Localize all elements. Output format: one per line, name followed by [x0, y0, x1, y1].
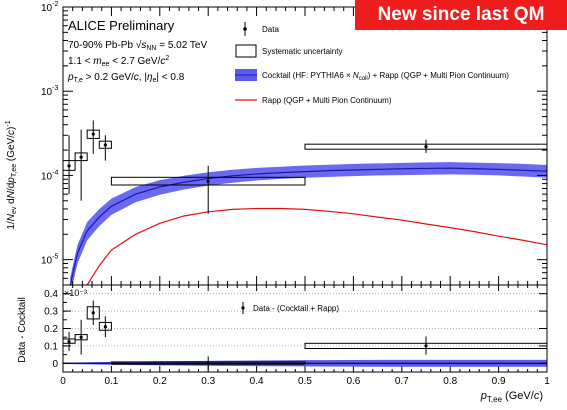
- data-point-3-marker: [103, 143, 107, 147]
- upper-panel: 10-5 10-4 10-3 10-2: [41, 1, 548, 286]
- upper-legend: Data Systematic uncertainty Cocktail (HF…: [235, 22, 509, 105]
- lower-plot-area: [63, 300, 547, 371]
- annotation-title: ALICE Preliminary: [68, 18, 175, 33]
- upper-y-tick-label-2: 10-3: [41, 85, 58, 98]
- x-tick-label-6: 0.6: [346, 376, 360, 387]
- data-point-2: [86, 120, 100, 154]
- data-point-1: [74, 129, 88, 201]
- lower-panel: 0 0.1 0.2 0.3 0.4 0 0.1 0.2 0.3 0.4 0.5 0.6 0.7 0.8 0.…: [44, 284, 550, 387]
- lower-y-tick-label-2: 0.2: [44, 324, 58, 335]
- upper-y-tick-label-0: 10-5: [41, 254, 58, 267]
- data-point-0: [63, 135, 76, 195]
- x-tick-label-7: 0.7: [395, 376, 409, 387]
- data-point-5-marker: [424, 144, 428, 149]
- upper-y-tick-label-1: 10-4: [41, 169, 58, 182]
- diff-point-4-marker: [206, 361, 210, 365]
- data-point-5: [304, 139, 547, 153]
- data-point-1-marker: [79, 155, 83, 159]
- annotation-pt-cut: pT,e > 0.2 GeV/c, |ηe| < 0.8: [67, 72, 185, 84]
- lower-y-tick-label-0: 0: [52, 359, 58, 370]
- data-point-2-marker: [91, 132, 95, 136]
- lower-y-tick-label-4: 0.4: [44, 289, 58, 300]
- legend-marker-systematic: [235, 44, 257, 58]
- lower-legend-label: Data - (Cocktail + Rapp): [253, 304, 339, 313]
- upper-y-axis-title: 1/Nev dN/dpT,ee (GeV/c)-1: [5, 120, 18, 229]
- x-tick-label-9: 0.9: [492, 376, 506, 387]
- legend-label-cocktail: Cocktail (HF: PYTHIA6 × Ncoll) + Rapp (Q…: [262, 71, 509, 82]
- diff-point-5-marker: [424, 344, 428, 348]
- upper-y-tick-label-3: 10-2: [41, 1, 58, 14]
- data-point-4-marker: [206, 179, 210, 183]
- lower-y-multiplier: ×10⁻³: [64, 288, 87, 298]
- lower-y-tick-label-1: 0.1: [44, 341, 58, 352]
- x-axis-title: pT,ee (GeV/c): [480, 390, 543, 404]
- x-tick-label-4: 0.4: [250, 376, 264, 387]
- diff-point-0: [63, 331, 76, 352]
- diff-point-3-marker: [103, 325, 107, 329]
- diff-point-4: [110, 356, 306, 371]
- data-point-4: [110, 165, 306, 214]
- lower-y-axis-title: Data - Cocktail: [17, 297, 28, 363]
- new-since-last-qm-banner: New since last QM: [355, 0, 567, 30]
- legend-marker-data: [243, 22, 247, 36]
- legend-label-systematic: Systematic uncertainty: [262, 47, 342, 56]
- diff-point-5: [304, 336, 547, 355]
- data-point-0-marker: [67, 164, 71, 168]
- diff-point-2: [86, 300, 100, 326]
- diff-point-1-marker: [79, 335, 83, 339]
- x-tick-label-8: 0.8: [443, 376, 457, 387]
- x-tick-label-3: 0.3: [201, 376, 215, 387]
- upper-plot-area: [63, 120, 547, 285]
- legend-label-rapp: Rapp (QGP + Multi Pion Continuum): [262, 96, 392, 105]
- diff-point-3: [98, 316, 112, 338]
- cocktail-uncertainty-band: [70, 162, 547, 285]
- figure-texts: ALICE Preliminary 70-90% Pb-Pb √sNN = 5.…: [5, 18, 543, 404]
- cocktail-central-line: [69, 167, 547, 285]
- lower-legend: Data - (Cocktail + Rapp): [241, 302, 339, 314]
- x-tick-label-1: 0.1: [104, 376, 118, 387]
- data-point-3: [98, 135, 112, 161]
- annotation-mass-cut: 1.1 < mee < 2.7 GeV/c2: [68, 55, 169, 68]
- x-tick-label-10: 1: [544, 376, 550, 387]
- rapp-line: [86, 207, 547, 285]
- diff-point-1: [74, 319, 88, 355]
- x-tick-label-2: 0.2: [153, 376, 167, 387]
- lower-y-tick-label-3: 0.3: [44, 307, 58, 318]
- diff-point-2-marker: [91, 311, 95, 315]
- x-tick-label-5: 0.5: [298, 376, 312, 387]
- legend-label-data: Data: [262, 25, 279, 34]
- diff-point-0-marker: [67, 339, 71, 344]
- annotation-system: 70-90% Pb-Pb √sNN = 5.02 TeV: [68, 39, 207, 52]
- x-tick-label-0: 0: [60, 376, 66, 387]
